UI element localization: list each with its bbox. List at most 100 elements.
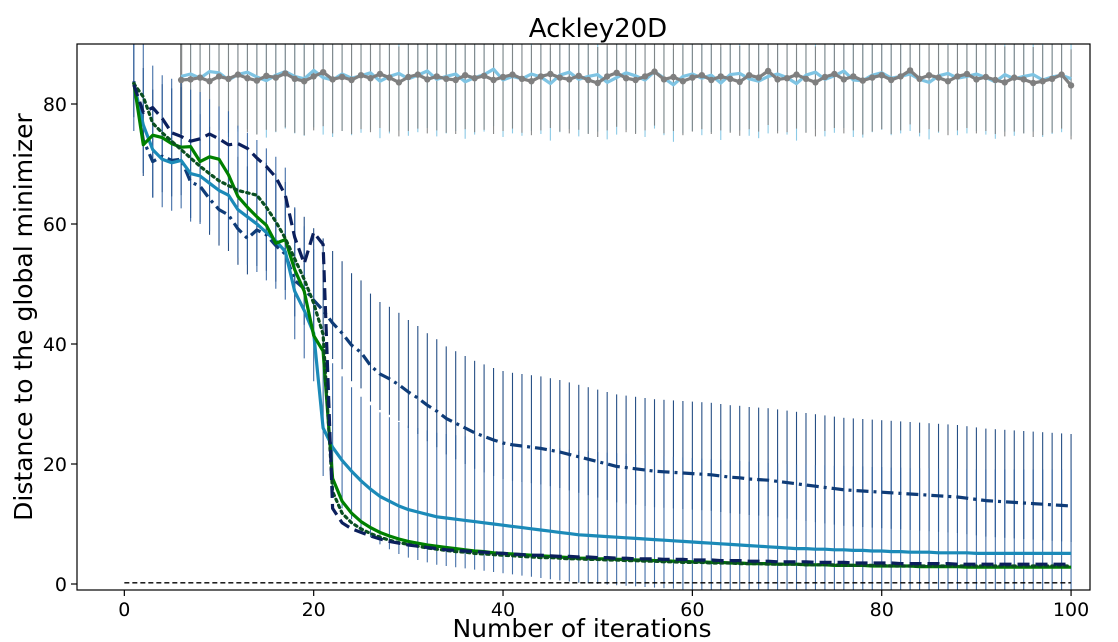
series-point bbox=[954, 73, 961, 80]
x-tick-label: 100 bbox=[1053, 599, 1089, 621]
y-tick-label: 80 bbox=[43, 94, 67, 116]
series-point bbox=[679, 78, 687, 85]
series-point bbox=[859, 77, 866, 84]
x-axis-label: Number of iterations bbox=[452, 614, 711, 642]
series-point bbox=[386, 74, 393, 81]
y-tick-label: 60 bbox=[43, 214, 67, 236]
series-point bbox=[1048, 75, 1056, 83]
series-point bbox=[196, 74, 204, 81]
series-point bbox=[433, 73, 440, 80]
series-point bbox=[1039, 78, 1046, 85]
series-point bbox=[916, 75, 923, 83]
series-point bbox=[764, 67, 772, 75]
series-point bbox=[973, 76, 980, 83]
series-point bbox=[613, 69, 620, 77]
series-line bbox=[132, 82, 1072, 556]
series-point bbox=[263, 72, 270, 80]
series-point bbox=[509, 71, 516, 78]
series-point bbox=[405, 73, 412, 81]
series-point bbox=[840, 76, 848, 83]
series-lines bbox=[132, 67, 1075, 569]
series-point bbox=[774, 76, 781, 83]
series-point bbox=[357, 72, 365, 79]
series-point bbox=[736, 78, 743, 86]
y-tick-label: 20 bbox=[43, 454, 67, 476]
series-point bbox=[1058, 71, 1065, 78]
series-point bbox=[348, 76, 355, 84]
series-point bbox=[708, 76, 715, 84]
series-point bbox=[906, 67, 914, 74]
series-point bbox=[727, 75, 734, 83]
series-point bbox=[1020, 76, 1027, 83]
series-point bbox=[1011, 74, 1018, 81]
series-point bbox=[982, 73, 990, 81]
series-point bbox=[869, 74, 876, 81]
series-point bbox=[367, 75, 374, 82]
error-bars bbox=[133, 44, 1072, 590]
series-point bbox=[301, 78, 308, 85]
series-point bbox=[414, 71, 422, 78]
series-point bbox=[925, 72, 933, 79]
series-point bbox=[717, 73, 724, 80]
series-point bbox=[831, 70, 838, 78]
series-point bbox=[992, 76, 999, 84]
series-point bbox=[490, 76, 497, 84]
series-point bbox=[963, 70, 971, 78]
series-point bbox=[887, 76, 895, 84]
series-point bbox=[319, 69, 327, 76]
series-point bbox=[689, 74, 696, 81]
series-point bbox=[935, 74, 942, 81]
x-tick-label: 80 bbox=[870, 599, 894, 621]
series-point bbox=[897, 73, 904, 80]
series-point bbox=[594, 79, 601, 87]
series-point bbox=[632, 76, 639, 84]
series-point bbox=[338, 73, 346, 81]
x-tick-label: 20 bbox=[302, 599, 326, 621]
series-point bbox=[310, 73, 317, 80]
series-point bbox=[329, 76, 336, 83]
series-point bbox=[556, 74, 564, 81]
series-point bbox=[547, 70, 554, 78]
series-point bbox=[395, 79, 403, 86]
series-point bbox=[234, 71, 242, 78]
series-point bbox=[480, 72, 488, 80]
series-point bbox=[1001, 79, 1008, 86]
series-point bbox=[566, 76, 573, 83]
series-line bbox=[132, 81, 1073, 568]
series-point bbox=[471, 75, 478, 82]
series-line bbox=[132, 84, 1072, 566]
series-point bbox=[443, 75, 450, 83]
series-point bbox=[499, 73, 507, 81]
series-point bbox=[1067, 82, 1075, 89]
series-point bbox=[376, 70, 384, 78]
series-point bbox=[452, 76, 459, 84]
series-point bbox=[821, 73, 829, 81]
y-tick-label: 40 bbox=[43, 334, 67, 356]
x-axis: 0 20 40 60 80 100 bbox=[118, 590, 1089, 621]
series-point bbox=[660, 76, 668, 83]
plot-frame bbox=[76, 43, 1091, 591]
series-point bbox=[745, 72, 753, 79]
series-point bbox=[944, 78, 952, 85]
series-point bbox=[244, 75, 251, 82]
x-tick-label: 0 bbox=[118, 599, 130, 621]
series-point bbox=[206, 78, 213, 85]
x-tick-label: 40 bbox=[491, 599, 515, 621]
x-tick-label: 60 bbox=[680, 599, 704, 621]
series-point bbox=[537, 73, 545, 80]
series-point bbox=[755, 74, 762, 81]
series-point bbox=[282, 70, 289, 77]
series-point bbox=[461, 72, 469, 79]
series-point bbox=[1029, 79, 1037, 87]
series-point bbox=[698, 72, 706, 79]
series-point bbox=[651, 68, 658, 75]
series-line bbox=[132, 80, 1072, 508]
series-point bbox=[272, 74, 280, 81]
series-point bbox=[575, 72, 582, 80]
chart-title: Ackley20D bbox=[529, 14, 667, 44]
series-point bbox=[812, 79, 819, 86]
series-point bbox=[291, 75, 298, 83]
series-point bbox=[670, 73, 677, 81]
series-point bbox=[225, 75, 232, 83]
